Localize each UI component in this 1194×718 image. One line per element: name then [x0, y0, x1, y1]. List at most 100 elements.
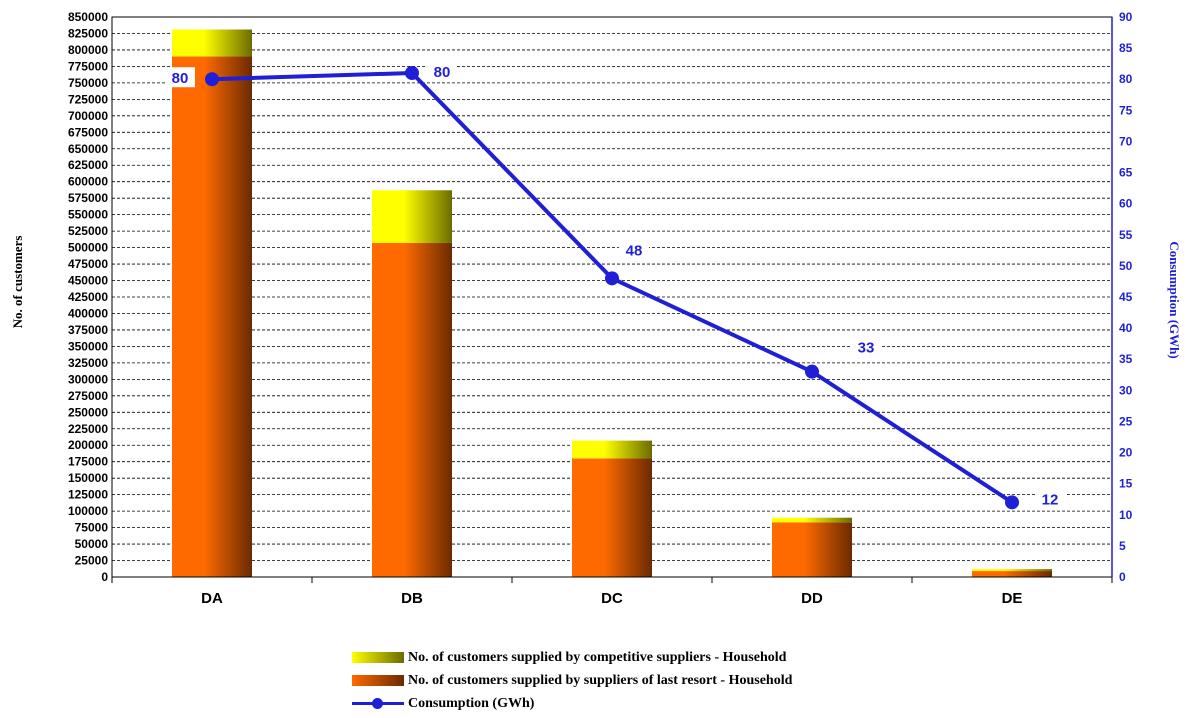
legend-label-competitive: No. of customers supplied by competitive… — [408, 649, 787, 665]
y-tick-label: 375000 — [68, 323, 108, 337]
legend-label-consumption: Consumption (GWh) — [408, 695, 535, 711]
y2-tick-label: 0 — [1119, 570, 1126, 584]
y-tick-label: 525000 — [68, 224, 108, 238]
legend-item-consumption: Consumption (GWh) — [352, 692, 792, 715]
bar-DB-s1 — [372, 190, 452, 243]
y-tick-label: 350000 — [68, 339, 108, 353]
y2-tick-label: 10 — [1119, 508, 1133, 522]
data-label: 80 — [434, 64, 451, 81]
legend-swatch-last-resort — [352, 675, 404, 686]
y2-tick-label: 85 — [1119, 41, 1133, 55]
left-axis-ticks: 0 25000 50000 75000 100000 125000 150000 175000… — [68, 10, 108, 584]
y-tick-label: 500000 — [68, 241, 108, 255]
y-tick-label: 650000 — [68, 142, 108, 156]
y-tick-label: 400000 — [68, 306, 108, 320]
chart: 0 25000 50000 75000 100000 125000 150000 175000… — [10, 10, 1182, 607]
data-label: 48 — [626, 242, 643, 259]
y-tick-label: 25000 — [75, 554, 109, 568]
data-label: 80 — [172, 70, 189, 87]
y2-tick-label: 25 — [1119, 414, 1133, 428]
y2-tick-label: 20 — [1119, 446, 1133, 460]
y-tick-label: 750000 — [68, 76, 108, 90]
category-label: DE — [1002, 590, 1023, 607]
consumption-point — [1005, 495, 1019, 510]
y-tick-label: 425000 — [68, 290, 108, 304]
y2-tick-label: 90 — [1119, 10, 1133, 24]
bar-DA-s1 — [172, 29, 252, 57]
data-label-bg — [851, 336, 881, 357]
legend-item-last-resort: No. of customers supplied by suppliers o… — [352, 669, 792, 692]
category-label: DB — [401, 590, 423, 607]
y2-tick-label: 45 — [1119, 290, 1133, 304]
y2-tick-label: 60 — [1119, 197, 1133, 211]
y2-tick-label: 30 — [1119, 383, 1133, 397]
y-tick-label: 175000 — [68, 455, 108, 469]
y2-tick-label: 50 — [1119, 259, 1133, 273]
y-tick-label: 250000 — [68, 405, 108, 419]
y-tick-label: 75000 — [75, 521, 109, 535]
bar-DE-s1 — [972, 569, 1052, 572]
y-tick-label: 0 — [101, 570, 108, 584]
bar-DA-s0 — [172, 56, 252, 577]
consumption-point — [405, 66, 419, 80]
data-label: 33 — [858, 340, 875, 357]
data-label-bg — [1035, 488, 1065, 509]
category-label: DC — [601, 590, 623, 607]
bar-DD-s0 — [772, 522, 852, 577]
y-tick-label: 150000 — [68, 471, 108, 485]
consumption-line — [205, 66, 1019, 510]
data-label-bg — [165, 67, 195, 88]
y2-tick-label: 15 — [1119, 477, 1133, 491]
y-tick-label: 100000 — [68, 504, 108, 518]
y2-tick-label: 35 — [1119, 352, 1133, 366]
y-axis-title: No. of customers — [10, 236, 25, 329]
category-label: DD — [801, 590, 823, 607]
data-label-bg — [427, 61, 457, 81]
data-label: 12 — [1042, 491, 1059, 508]
y-tick-label: 325000 — [68, 356, 108, 370]
y-tick-label: 800000 — [68, 43, 108, 57]
y-tick-label: 50000 — [75, 537, 109, 551]
y2-tick-label: 70 — [1119, 134, 1133, 148]
y-tick-label: 625000 — [68, 158, 108, 172]
data-label-bg — [619, 239, 649, 260]
y-tick-label: 675000 — [68, 125, 108, 139]
y2-tick-label: 5 — [1119, 539, 1126, 553]
legend-swatch-consumption — [352, 698, 404, 709]
y-tick-label: 200000 — [68, 438, 108, 452]
y-tick-label: 550000 — [68, 208, 108, 222]
y2-tick-label: 55 — [1119, 228, 1133, 242]
y-tick-label: 275000 — [68, 389, 108, 403]
y2-tick-label: 80 — [1119, 72, 1133, 86]
y2-tick-label: 40 — [1119, 321, 1133, 335]
legend-swatch-competitive — [352, 652, 404, 663]
category-labels: DA DB DC DD DE — [201, 590, 1022, 607]
consumption-point — [605, 271, 619, 286]
y2-tick-label: 75 — [1119, 103, 1133, 117]
bar-DD-s1 — [772, 517, 852, 523]
bar-DE-s0 — [972, 571, 1052, 577]
y-tick-label: 725000 — [68, 92, 108, 106]
legend-item-competitive: No. of customers supplied by competitive… — [352, 646, 792, 669]
consumption-point — [205, 72, 219, 87]
y-tick-label: 450000 — [68, 274, 108, 288]
bar-DB-s0 — [372, 242, 452, 577]
consumption-point — [805, 364, 819, 379]
y-tick-label: 775000 — [68, 59, 108, 73]
data-labels: 80 80 48 33 12 — [165, 61, 1065, 509]
y-tick-label: 575000 — [68, 191, 108, 205]
y-tick-label: 300000 — [68, 372, 108, 386]
y-tick-label: 475000 — [68, 257, 108, 271]
y-tick-label: 825000 — [68, 26, 108, 40]
y-tick-label: 225000 — [68, 422, 108, 436]
y2-tick-label: 65 — [1119, 166, 1133, 180]
y-tick-label: 125000 — [68, 488, 108, 502]
y2-axis-title: Consumption (GWh) — [1167, 241, 1182, 358]
bars — [172, 29, 1052, 577]
right-axis-ticks: 0 5 10 15 20 25 30 35 40 45 50 55 60 65 70 75 80 85 90 — [1119, 10, 1133, 584]
bar-DC-s1 — [572, 440, 652, 459]
bar-DC-s0 — [572, 458, 652, 577]
y-tick-label: 850000 — [68, 10, 108, 24]
legend-label-last-resort: No. of customers supplied by suppliers o… — [408, 672, 793, 688]
legend: No. of customers supplied by competitive… — [352, 646, 792, 715]
